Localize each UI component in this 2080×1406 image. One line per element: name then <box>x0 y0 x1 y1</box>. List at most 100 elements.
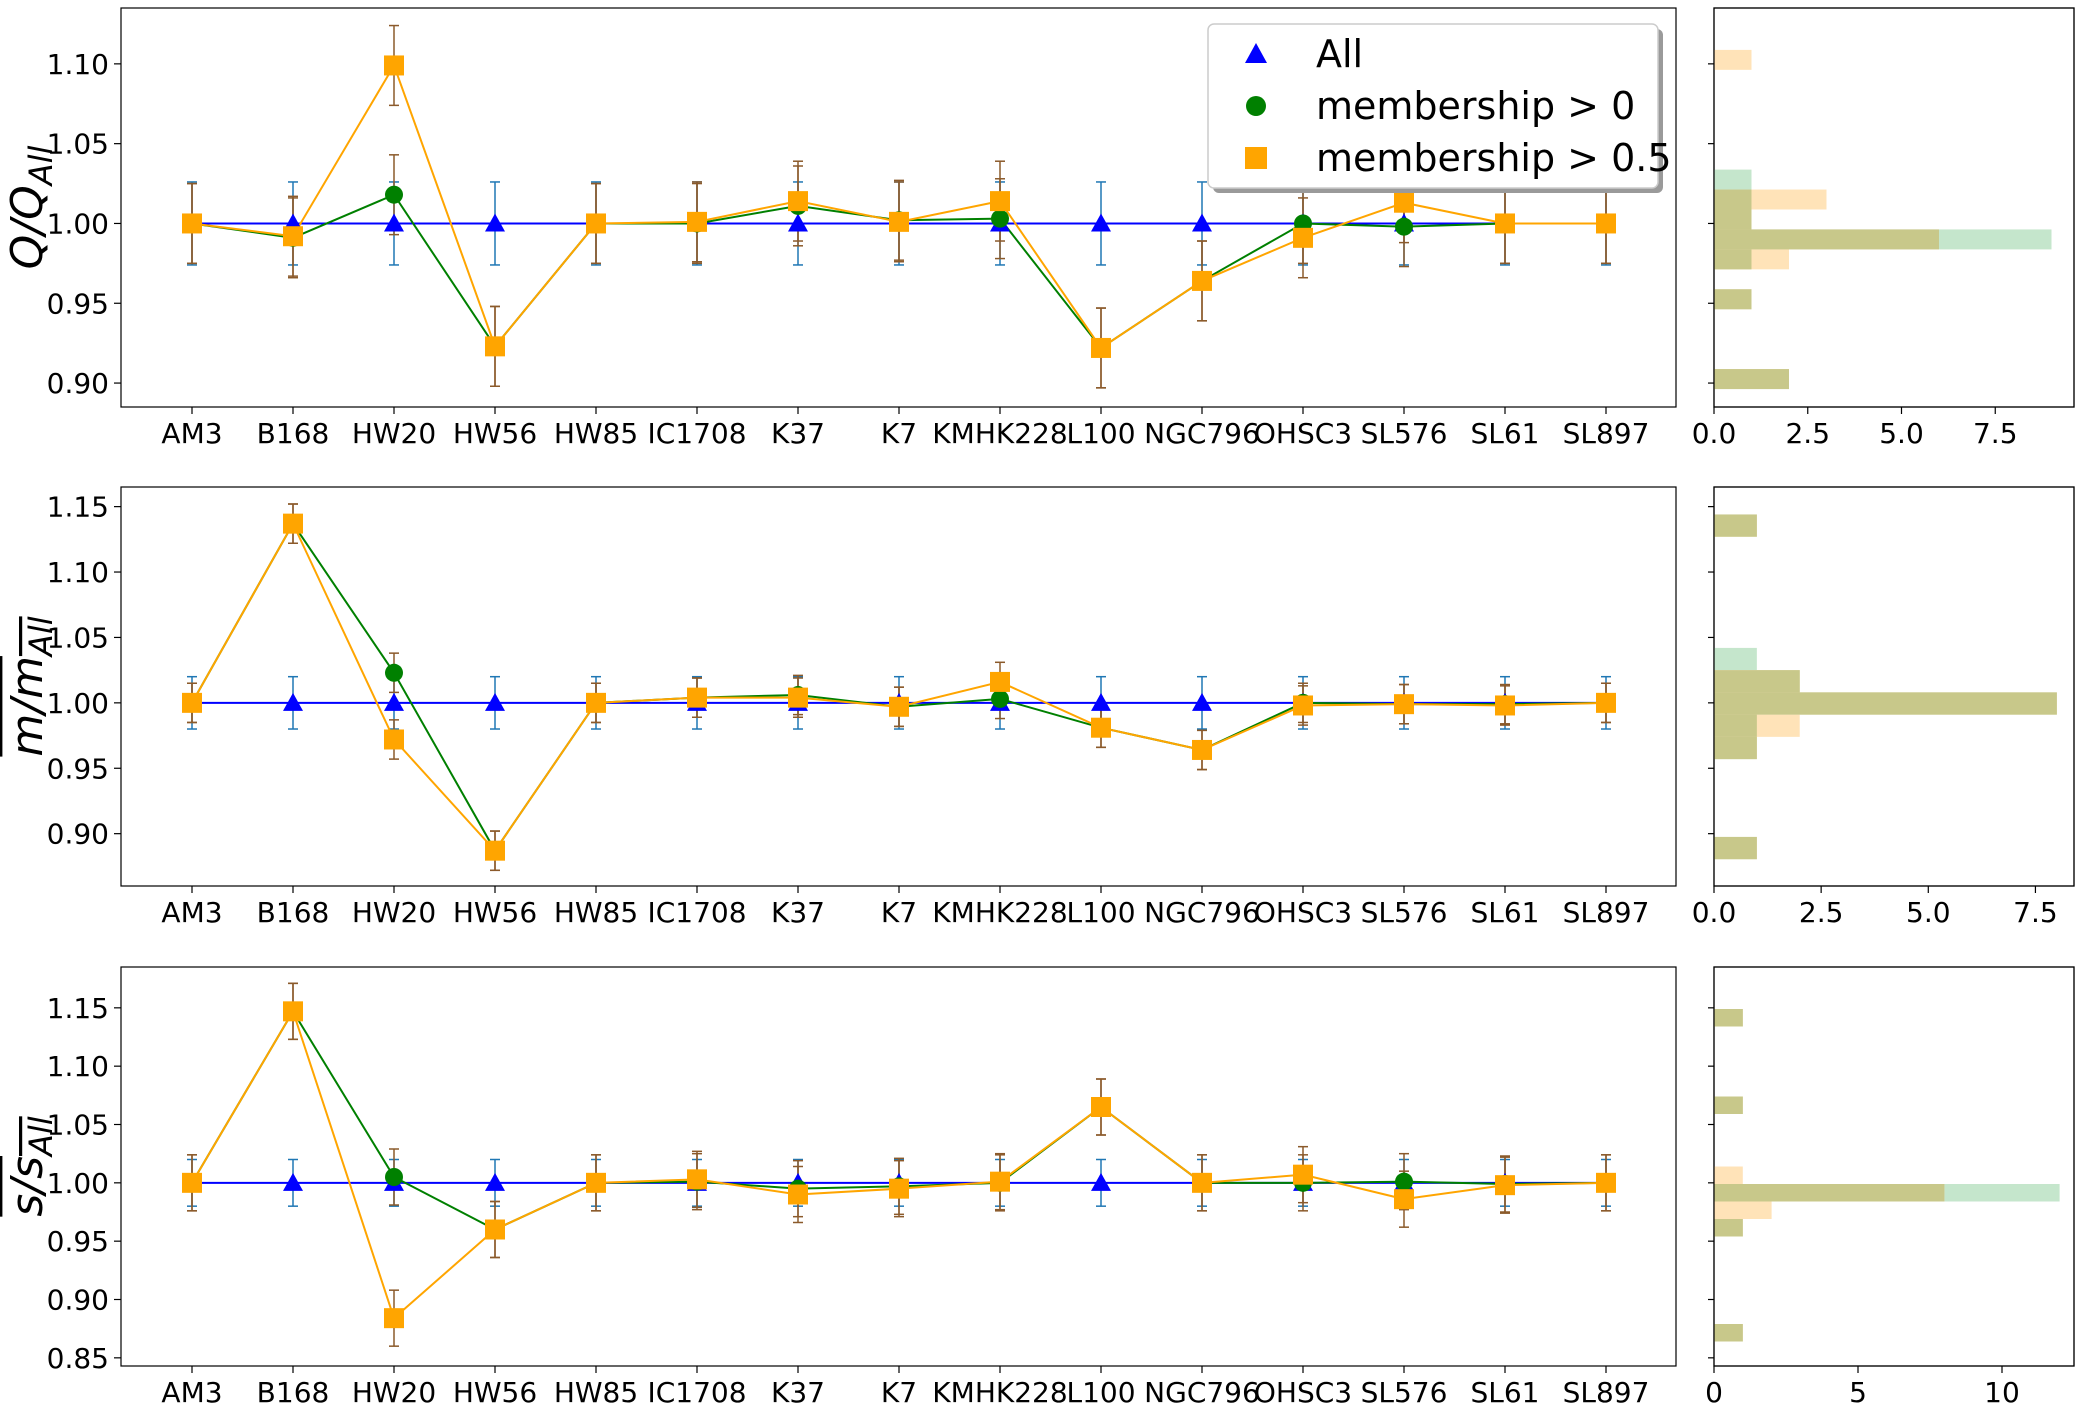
data-point-all <box>384 692 404 711</box>
data-point-membership-05 <box>1293 1164 1313 1185</box>
data-point-membership-05 <box>1091 717 1111 738</box>
hist-bar-overlap <box>1714 736 1757 760</box>
data-point-membership-05 <box>1394 694 1414 715</box>
data-point-all <box>485 213 505 232</box>
hist-x-tick-label: 7.5 <box>2013 896 2058 929</box>
data-point-membership-05 <box>384 1308 404 1329</box>
data-point-membership-05 <box>687 1169 707 1190</box>
y-axis-label: m/mAll <box>2 616 60 756</box>
x-tick-label-sl61: SL61 <box>1470 1376 1539 1406</box>
panel-2: 0.90 0.95 1.00 1.05 1.10 1.15 AM3 B168 HW20 HW56 H… <box>2 486 1677 929</box>
hist-x-tick-label: 2.5 <box>1785 417 1830 450</box>
x-tick-label-hw85: HW85 <box>554 1376 638 1406</box>
hist-x-tick-label: 5.0 <box>1879 417 1924 450</box>
x-tick-label-ic1708: IC1708 <box>647 417 746 450</box>
x-tick-label-ohsc3: OHSC3 <box>1254 1376 1352 1406</box>
x-tick-label-hw56: HW56 <box>453 1376 537 1406</box>
markers-2 <box>182 55 1616 358</box>
x-tick-label-sl576: SL576 <box>1361 896 1448 929</box>
hist-bar-overlap <box>1714 249 1752 270</box>
x-tick-label-l100: L100 <box>1066 1376 1135 1406</box>
x-tick-label-ic1708: IC1708 <box>647 896 746 929</box>
x-tick-label-k7: K7 <box>881 417 917 450</box>
data-point-membership-05 <box>889 211 909 232</box>
y-tick-label: 1.10 <box>47 1050 109 1083</box>
y-tick-label: 1.10 <box>47 556 109 589</box>
y-tick-label: 1.00 <box>47 1167 109 1200</box>
data-point-membership-05 <box>586 1172 606 1193</box>
data-point-membership-05 <box>687 687 707 708</box>
data-point-membership-05 <box>1596 213 1616 234</box>
legend-label: All <box>1316 32 1363 76</box>
hist-x-tick-label: 0.0 <box>1692 896 1737 929</box>
histogram-area <box>1713 966 2075 1367</box>
hist-bar-orange <box>1714 1201 1772 1219</box>
y-tick-label: 0.95 <box>47 287 109 320</box>
x-tick-label-hw20: HW20 <box>352 1376 436 1406</box>
data-point-membership-05 <box>1293 227 1313 248</box>
y-axis-label-main: Q/Q <box>2 185 53 269</box>
y-tick-label: 1.15 <box>47 992 109 1025</box>
histogram-panel-3: 0 5 10 <box>1705 966 2075 1406</box>
data-point-membership-0 <box>385 185 403 204</box>
hist-x-tick-label: 10 <box>1984 1376 2020 1406</box>
data-point-membership-05 <box>1596 1172 1616 1193</box>
histogram-panel-2: 0.0 2.5 5.0 7.5 <box>1692 486 2075 929</box>
y-tick-label: 1.00 <box>47 207 109 240</box>
data-point-membership-05 <box>1091 337 1111 358</box>
x-tick-label-kmhk228: KMHK228 <box>932 417 1067 450</box>
data-point-membership-05 <box>1394 192 1414 213</box>
data-point-membership-05 <box>1293 695 1313 716</box>
y-axis-label-main: m/m <box>2 656 53 757</box>
x-tick-label-k37: K37 <box>771 896 825 929</box>
data-point-membership-05 <box>485 1219 505 1240</box>
y-axis-label-sub: All <box>22 146 60 188</box>
x-tick-label-b168: B168 <box>257 896 330 929</box>
x-tick-label-k37: K37 <box>771 417 825 450</box>
x-tick-label-am3: AM3 <box>161 896 222 929</box>
data-point-membership-05 <box>283 1001 303 1022</box>
data-point-membership-05 <box>788 1184 808 1205</box>
y-tick-label: 1.15 <box>47 491 109 524</box>
x-tick-label-am3: AM3 <box>161 417 222 450</box>
hist-bar-overlap <box>1714 1324 1743 1342</box>
y-tick-label: 1.00 <box>47 687 109 720</box>
x-tick-label-sl576: SL576 <box>1361 417 1448 450</box>
y-tick-label: 0.85 <box>47 1342 109 1375</box>
data-point-membership-05 <box>788 191 808 212</box>
hist-bar-overlap <box>1714 692 2057 715</box>
data-point-membership-05 <box>283 226 303 247</box>
data-point-membership-05 <box>990 671 1010 692</box>
data-point-membership-05 <box>889 1178 909 1199</box>
y-tick-label: 1.05 <box>47 1109 109 1142</box>
hist-bar-overlap <box>1714 209 1752 230</box>
x-tick-label-ic1708: IC1708 <box>647 1376 746 1406</box>
hist-x-tick-label: 0.0 <box>1692 417 1737 450</box>
data-point-all <box>283 692 303 711</box>
y-tick-label: 0.90 <box>47 367 109 400</box>
panel-3: 0.85 0.90 0.95 1.00 1.05 1.10 1.15 AM3 B168 HW20 H… <box>2 966 1677 1406</box>
legend-marker-circle <box>1246 96 1266 116</box>
data-point-membership-05 <box>485 840 505 861</box>
histogram-panel-1: 0.0 2.5 5.0 7.5 <box>1692 7 2075 450</box>
data-point-membership-05 <box>182 1172 202 1193</box>
x-tick-label-ngc796: NGC796 <box>1144 417 1260 450</box>
x-tick-label-l100: L100 <box>1066 896 1135 929</box>
data-point-membership-05 <box>990 191 1010 212</box>
hist-bar-overlap <box>1714 229 1939 250</box>
x-tick-label-kmhk228: KMHK228 <box>932 896 1067 929</box>
hist-bar-overlap <box>1714 1009 1743 1027</box>
y-tick-label: 0.95 <box>47 1225 109 1258</box>
data-point-membership-05 <box>1192 739 1212 760</box>
legend-marker-triangle <box>1245 43 1267 63</box>
hist-bar-overlap <box>1714 189 1752 210</box>
data-point-all <box>1192 692 1212 711</box>
legend: All membership > 0 membership > 0.5 <box>1207 23 1672 193</box>
data-point-membership-05 <box>384 729 404 750</box>
data-point-all <box>1091 1172 1111 1191</box>
data-point-membership-05 <box>1596 692 1616 713</box>
hist-bar-overlap <box>1714 1096 1743 1114</box>
y-axis-label-sub: All <box>22 616 60 658</box>
x-tick-label-ngc796: NGC796 <box>1144 1376 1260 1406</box>
data-point-membership-05 <box>1192 270 1212 291</box>
